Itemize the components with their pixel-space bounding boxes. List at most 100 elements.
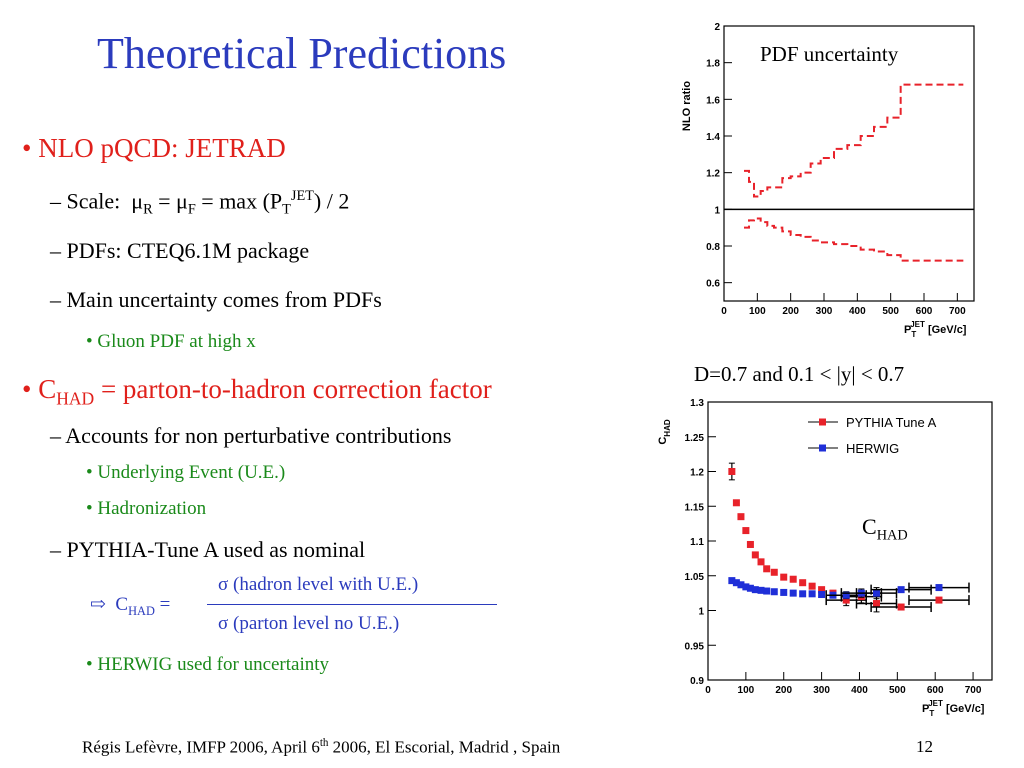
pythia-point bbox=[763, 565, 771, 573]
chart2-annotation: CHAD bbox=[862, 514, 908, 544]
legend-marker bbox=[819, 444, 826, 452]
pythia-point bbox=[728, 468, 736, 475]
pythia-point bbox=[789, 575, 797, 583]
formula-denominator: σ (parton level no U.E.) bbox=[218, 613, 400, 634]
herwig-point bbox=[818, 591, 826, 599]
herwig-point bbox=[873, 589, 881, 597]
herwig-point bbox=[728, 577, 736, 585]
sub-r: R bbox=[143, 201, 153, 218]
chart1-title: PDF uncertainty bbox=[760, 42, 899, 66]
herwig-point bbox=[799, 590, 807, 598]
x-tick-label: 400 bbox=[851, 685, 868, 696]
annot-sub: HAD bbox=[876, 527, 908, 544]
formula-lhs: ⇨ CHAD = bbox=[90, 593, 170, 619]
pythia-text: PYTHIA-Tune A used as nominal bbox=[66, 537, 366, 562]
y-tick-label: 0.8 bbox=[706, 242, 720, 253]
herwig-point bbox=[746, 584, 754, 592]
x-axis-label: PTJET [GeV/c] bbox=[922, 699, 985, 718]
y-tick-label: 1 bbox=[714, 205, 720, 216]
y-tick-label: 1.2 bbox=[690, 468, 704, 479]
herwig-point bbox=[780, 588, 788, 596]
pythia-point bbox=[746, 540, 754, 548]
sub-t: T bbox=[282, 201, 291, 218]
bullet-hadronization: • Hadronization bbox=[86, 498, 207, 519]
formula-sub: HAD bbox=[128, 603, 155, 618]
mu-symbol: μ bbox=[131, 188, 144, 214]
y-tick-label: 0.9 bbox=[690, 676, 704, 687]
x-tick-label: 700 bbox=[949, 306, 966, 317]
chad-c: C bbox=[38, 374, 57, 404]
y-tick-label: 0.95 bbox=[685, 641, 705, 652]
y-tick-label: 1.6 bbox=[706, 95, 720, 106]
arrow-icon: ⇨ bbox=[90, 594, 106, 615]
pdf-uncertainty-chart: 0 100 200 300 400 500 600 700 0.6 0.8 1 1.2 1.4 1.6 1.… bbox=[681, 22, 975, 339]
scale-end: ) / 2 bbox=[313, 188, 350, 214]
x-tick-label: 600 bbox=[927, 685, 944, 696]
x-tick-label: 500 bbox=[889, 685, 906, 696]
y-tick-label: 1.1 bbox=[690, 537, 704, 548]
hadronization-text: Hadronization bbox=[97, 498, 207, 519]
y-axis-label: NLO ratio bbox=[681, 81, 693, 131]
chad-sub: HAD bbox=[56, 388, 95, 409]
pythia-point bbox=[935, 596, 943, 604]
chad-chart: 0 100 200 300 400 500 600 700 0.9 0.95 1 1.05 1.1 1.1… bbox=[657, 398, 993, 718]
bullet-pythia: – PYTHIA-Tune A used as nominal bbox=[50, 537, 366, 562]
bullet-pdfs: – PDFs: CTEQ6.1M package bbox=[50, 238, 310, 263]
herwig-point bbox=[742, 583, 750, 591]
herwig-point bbox=[757, 586, 765, 594]
x-tick-label: 100 bbox=[749, 306, 766, 317]
x-tick-label: 600 bbox=[916, 306, 933, 317]
formula-c: C bbox=[115, 594, 129, 615]
main-unc-text: Main uncertainty comes from PDFs bbox=[66, 287, 382, 312]
bullet-accounts: – Accounts for non perturbative contribu… bbox=[50, 423, 452, 448]
herwig-point bbox=[737, 581, 745, 589]
y-axis-label: CHAD bbox=[657, 419, 672, 445]
footer-text: Régis Lefèvre, IMFP 2006, April 6th 2006… bbox=[82, 737, 560, 758]
pythia-point bbox=[873, 600, 881, 608]
herwig-point bbox=[897, 586, 905, 594]
mu-symbol-2: μ bbox=[176, 188, 188, 214]
y-tick-label: 1.05 bbox=[685, 572, 705, 583]
slide-title: Theoretical Predictions bbox=[97, 29, 507, 78]
x-tick-label: 300 bbox=[816, 306, 833, 317]
bullet-main-unc: – Main uncertainty comes from PDFs bbox=[50, 287, 382, 312]
x-axis-label: PTJET [GeV/c] bbox=[904, 320, 967, 339]
scale-eq1: = bbox=[152, 188, 177, 214]
bullet-nlo: • NLO pQCD: JETRAD bbox=[22, 133, 286, 163]
herwig-point bbox=[789, 589, 797, 597]
y-tick-label: 0.6 bbox=[706, 279, 720, 290]
herwig-text: HERWIG used for uncertainty bbox=[97, 654, 330, 675]
pythia-point bbox=[897, 603, 905, 611]
scale-label: Scale: bbox=[66, 188, 121, 214]
legend-label: HERWIG bbox=[846, 441, 899, 456]
pythia-point bbox=[808, 582, 816, 590]
legend-label: PYTHIA Tune A bbox=[846, 415, 937, 430]
formula-eq: = bbox=[154, 594, 171, 615]
pdf-band-series-1 bbox=[744, 217, 964, 262]
pythia-point bbox=[770, 568, 778, 576]
herwig-point bbox=[808, 590, 816, 598]
pythia-point bbox=[732, 499, 740, 507]
x-tick-label: 700 bbox=[965, 685, 982, 696]
herwig-point bbox=[935, 584, 943, 592]
bullet-gluon: • Gluon PDF at high x bbox=[86, 331, 256, 352]
annot-c: C bbox=[862, 514, 877, 539]
pythia-point bbox=[780, 573, 788, 581]
y-tick-label: 1 bbox=[698, 607, 704, 618]
herwig-point bbox=[770, 588, 778, 596]
bullet-nlo-text: NLO pQCD: JETRAD bbox=[38, 133, 286, 163]
bullet-scale: – Scale: μR = μF = max (PTJET) / 2 bbox=[50, 188, 350, 218]
pythia-point bbox=[742, 527, 750, 535]
bullet-herwig: • HERWIG used for uncertainty bbox=[86, 654, 330, 675]
fraction-bar bbox=[207, 604, 497, 605]
accounts-text: Accounts for non perturbative contributi… bbox=[65, 423, 452, 448]
formula-numerator: σ (hadron level with U.E.) bbox=[218, 574, 419, 595]
y-tick-label: 2 bbox=[714, 22, 720, 33]
y-tick-label: 1.25 bbox=[685, 433, 705, 444]
pythia-point bbox=[842, 596, 850, 604]
y-tick-label: 1.4 bbox=[706, 132, 720, 143]
pythia-point bbox=[751, 551, 759, 559]
plot-frame bbox=[723, 25, 975, 302]
footer-b: 2006, El Escorial, Madrid , Spain bbox=[328, 737, 561, 757]
y-tick-label: 1.3 bbox=[690, 398, 704, 409]
